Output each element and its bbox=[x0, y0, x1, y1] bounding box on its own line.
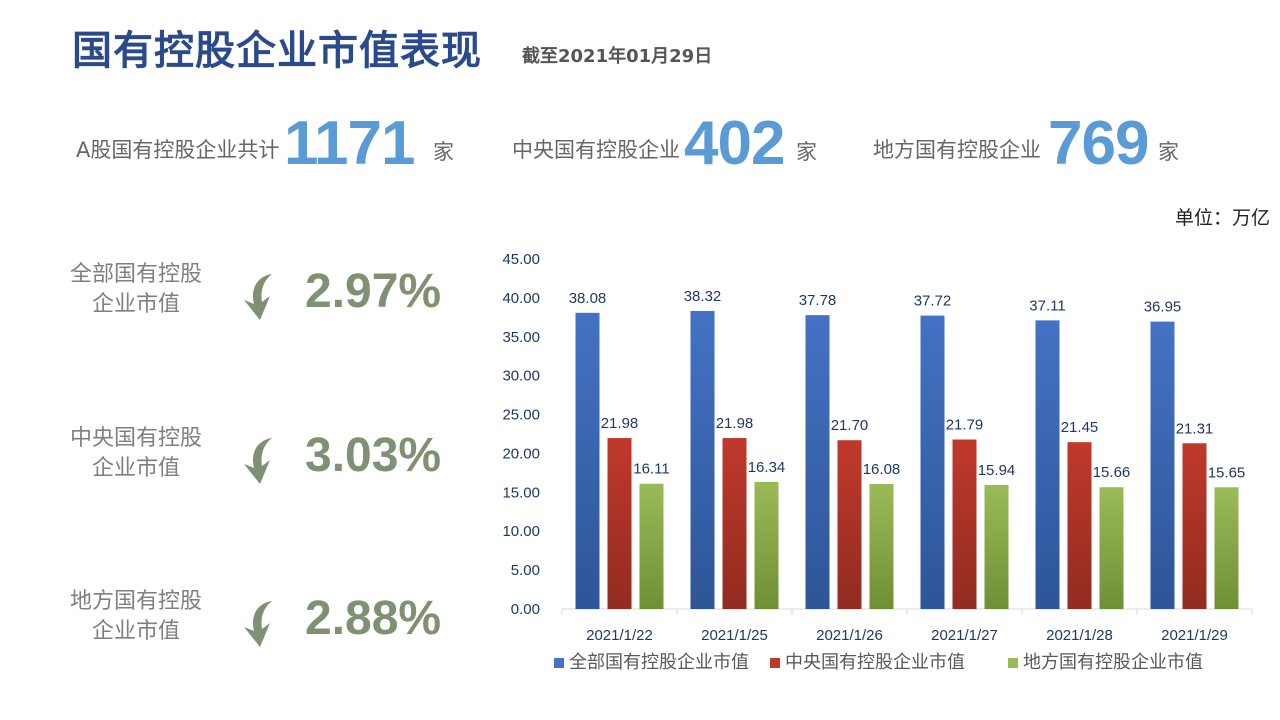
data-label: 21.98 bbox=[601, 415, 639, 432]
page-title: 国有控股企业市值表现 bbox=[72, 28, 482, 74]
x-tick-label: 2021/1/27 bbox=[931, 627, 998, 644]
bar bbox=[984, 485, 1009, 609]
bar bbox=[607, 438, 632, 609]
unit-note: 单位：万亿 bbox=[1174, 207, 1270, 229]
metric-local: 地方国有控股 企业市值 2.88% bbox=[0, 585, 470, 665]
data-label: 16.34 bbox=[748, 459, 786, 476]
bar bbox=[690, 310, 715, 609]
bar bbox=[869, 483, 894, 609]
metric-local-label-line1: 地方国有控股 bbox=[69, 589, 202, 614]
metric-central-label-line2: 企业市值 bbox=[91, 456, 180, 481]
curved-down-arrow-icon bbox=[244, 438, 272, 484]
data-label: 16.11 bbox=[633, 461, 669, 478]
legend-swatch bbox=[554, 658, 564, 668]
bar bbox=[1099, 487, 1124, 609]
legend-label: 地方国有控股企业市值 bbox=[1023, 652, 1203, 673]
legend-swatch bbox=[1008, 658, 1018, 668]
bar bbox=[575, 312, 600, 609]
stat-local-unit: 家 bbox=[1158, 140, 1179, 164]
stat-total-unit: 家 bbox=[433, 140, 454, 164]
data-label: 21.31 bbox=[1176, 420, 1214, 437]
bar bbox=[754, 481, 779, 609]
metric-all-label: 全部国有控股 企业市值 bbox=[56, 260, 216, 320]
data-label: 37.72 bbox=[914, 293, 952, 310]
metric-central-label-line1: 中央国有控股 bbox=[69, 426, 202, 451]
metric-all-label-line2: 企业市值 bbox=[91, 292, 180, 317]
y-tick-label: 45.00 bbox=[502, 251, 540, 268]
data-label: 21.98 bbox=[716, 415, 754, 432]
metric-central-label: 中央国有控股 企业市值 bbox=[56, 424, 216, 484]
bar bbox=[1067, 442, 1092, 609]
y-tick-label: 40.00 bbox=[502, 290, 540, 307]
stat-central: 中央国有控股企业 402 家 bbox=[512, 108, 832, 184]
legend-label: 中央国有控股企业市值 bbox=[785, 652, 965, 673]
bar bbox=[1214, 487, 1239, 609]
bar bbox=[805, 315, 830, 609]
data-label: 37.11 bbox=[1029, 297, 1065, 314]
metric-all-change: 2.97% bbox=[305, 265, 442, 318]
x-tick-label: 2021/1/28 bbox=[1046, 627, 1113, 644]
stat-total: A股国有控股企业共计 1171 家 bbox=[76, 108, 466, 184]
data-label: 36.95 bbox=[1144, 299, 1182, 316]
stat-local: 地方国有控股企业 769 家 bbox=[873, 108, 1193, 184]
x-tick-label: 2021/1/25 bbox=[701, 627, 768, 644]
metric-central: 中央国有控股 企业市值 3.03% bbox=[0, 422, 470, 502]
bar bbox=[952, 439, 977, 609]
stat-local-value: 769 bbox=[1048, 109, 1149, 178]
stat-central-label: 中央国有控股企业 bbox=[512, 138, 680, 162]
y-tick-label: 0.00 bbox=[511, 601, 540, 618]
data-label: 16.08 bbox=[863, 461, 901, 478]
bar bbox=[1150, 321, 1175, 609]
metric-central-change: 3.03% bbox=[305, 429, 442, 482]
market-value-bar-chart: 0.00 5.00 10.00 15.00 20.00 25.00 30.00 35.00 40… bbox=[502, 251, 1253, 673]
metric-all-label-line1: 全部国有控股 bbox=[69, 262, 202, 287]
data-label: 15.65 bbox=[1208, 464, 1246, 481]
legend-label: 全部国有控股企业市值 bbox=[569, 652, 749, 673]
data-label: 38.08 bbox=[569, 290, 607, 307]
curved-down-arrow-icon bbox=[244, 274, 272, 320]
legend-swatch bbox=[770, 658, 780, 668]
data-label: 21.45 bbox=[1061, 419, 1099, 436]
bar bbox=[722, 438, 747, 609]
data-label: 21.79 bbox=[946, 417, 984, 434]
metric-local-label-line2: 企业市值 bbox=[91, 619, 180, 644]
y-tick-label: 30.00 bbox=[502, 368, 540, 385]
metric-local-change: 2.88% bbox=[305, 592, 442, 645]
stat-total-value: 1171 bbox=[284, 109, 416, 178]
metric-all: 全部国有控股 企业市值 2.97% bbox=[0, 258, 470, 338]
stat-local-label: 地方国有控股企业 bbox=[873, 138, 1041, 162]
x-tick-label: 2021/1/26 bbox=[816, 627, 883, 644]
bar bbox=[837, 440, 862, 609]
bar bbox=[1182, 443, 1207, 609]
data-label: 38.32 bbox=[684, 288, 722, 305]
y-tick-label: 35.00 bbox=[502, 329, 540, 346]
stat-central-unit: 家 bbox=[796, 140, 817, 164]
data-label: 37.78 bbox=[799, 292, 837, 309]
metric-local-label: 地方国有控股 企业市值 bbox=[56, 587, 216, 647]
y-tick-label: 20.00 bbox=[502, 445, 540, 462]
x-tick-label: 2021/1/22 bbox=[586, 627, 653, 644]
data-label: 21.70 bbox=[831, 417, 869, 434]
bar bbox=[920, 315, 945, 609]
data-label: 15.94 bbox=[978, 462, 1016, 479]
y-tick-label: 25.00 bbox=[502, 407, 540, 424]
data-label: 15.66 bbox=[1093, 464, 1131, 481]
date-subtitle: 截至2021年01月29日 bbox=[522, 46, 713, 67]
stat-central-value: 402 bbox=[684, 109, 785, 178]
curved-down-arrow-icon bbox=[244, 601, 272, 647]
y-tick-label: 15.00 bbox=[502, 484, 540, 501]
y-tick-label: 10.00 bbox=[502, 523, 540, 540]
x-tick-label: 2021/1/29 bbox=[1161, 627, 1228, 644]
bar bbox=[1035, 320, 1060, 609]
stat-total-label: A股国有控股企业共计 bbox=[76, 138, 280, 162]
bar bbox=[639, 483, 664, 609]
y-tick-label: 5.00 bbox=[511, 562, 540, 579]
